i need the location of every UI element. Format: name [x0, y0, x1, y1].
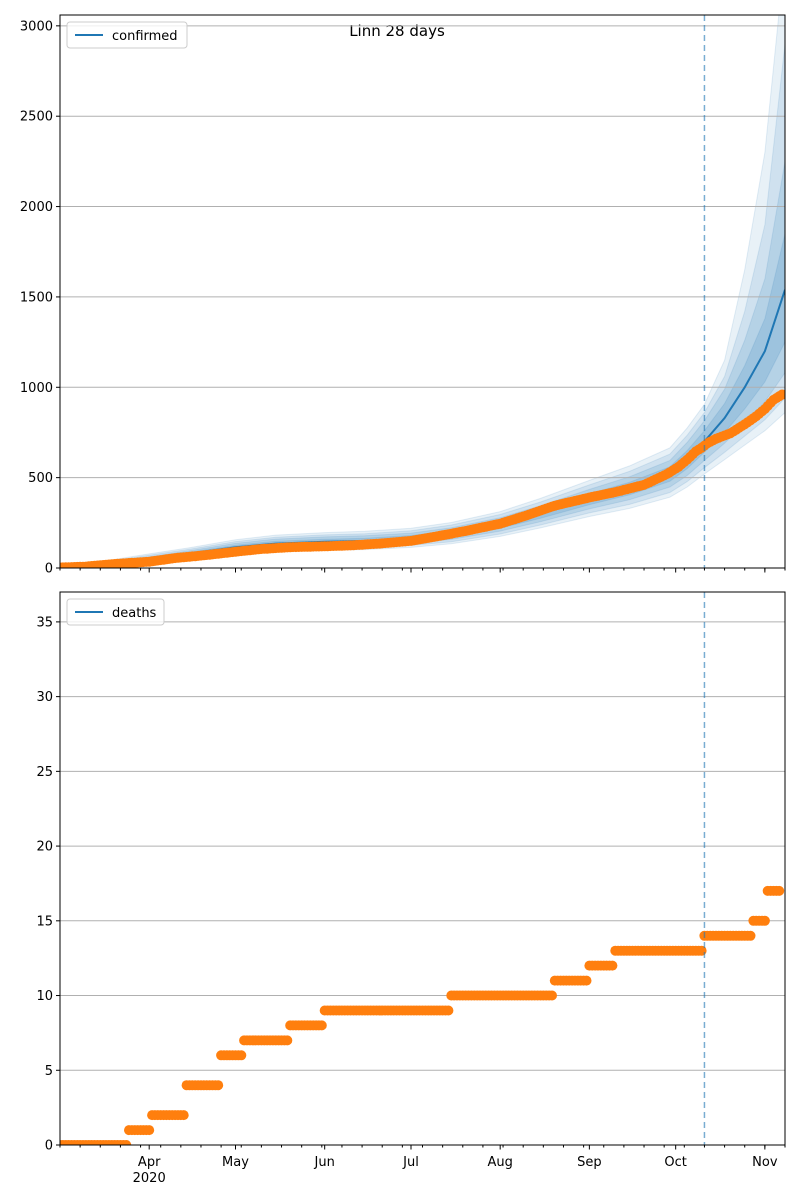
observed-point [282, 1035, 293, 1046]
y-tick-label: 2500 [20, 110, 53, 125]
legend-label-confirmed: confirmed [112, 29, 178, 44]
x-tick-label-may: May [222, 1155, 249, 1170]
y-tick-label: 1000 [20, 381, 53, 396]
y-tick-label: 35 [36, 615, 53, 630]
observed-point [213, 1080, 224, 1091]
y-tick-label: 25 [36, 765, 53, 780]
observed-point [316, 1020, 327, 1031]
y-tick-label: 0 [45, 562, 53, 577]
model-median-line [60, 289, 785, 568]
y-tick-label: 20 [36, 840, 53, 855]
y-tick-label: 5 [45, 1064, 53, 1079]
x-tick-label-apr: Apr [138, 1155, 161, 1170]
y-tick-label: 0 [45, 1139, 53, 1154]
axes-frame [59, 591, 786, 1146]
x-tick-label-jul: Jul [402, 1155, 419, 1170]
legend-box [66, 598, 165, 626]
x-tick-label-jun: Jun [314, 1155, 335, 1170]
x-tick-label-sep: Sep [577, 1155, 602, 1170]
observed-point [581, 975, 592, 986]
y-tick-label: 1500 [20, 290, 53, 305]
observed-point [443, 1005, 454, 1016]
observed-point [607, 960, 618, 971]
y-tick-label: 10 [36, 989, 53, 1004]
x-tick-label-oct: Oct [664, 1155, 686, 1170]
x-tick-label-year: 2020 [133, 1171, 166, 1186]
observed-point [745, 930, 756, 941]
y-tick-label: 30 [36, 690, 53, 705]
uncertainty-band-50 [60, 233, 785, 568]
confirmed-legend: confirmed [66, 21, 188, 49]
y-tick-label: 3000 [20, 19, 53, 34]
x-tick-label-aug: Aug [487, 1155, 512, 1170]
observed-point [777, 389, 785, 400]
legend-box [66, 21, 188, 49]
observed-point [178, 1110, 189, 1121]
confirmed-panel: 0 500 1000 1500 2000 2500 3000 confirmed [20, 14, 786, 577]
x-tick-label-nov: Nov [752, 1155, 778, 1170]
y-tick-label: 2000 [20, 200, 53, 215]
chart-title: Linn 28 days [349, 22, 445, 40]
observed-point [759, 915, 770, 926]
deaths-legend: deaths [66, 598, 165, 626]
legend-label-deaths: deaths [112, 606, 157, 621]
uncertainty-band-80 [60, 161, 785, 568]
uncertainty-band-95 [60, 43, 785, 568]
observed-point [144, 1125, 155, 1136]
deaths-panel: 0 5 10 15 20 25 30 35 deaths [36, 591, 786, 1154]
y-tick-label: 15 [36, 914, 53, 929]
observed-point [121, 1140, 132, 1145]
y-tick-label: 500 [28, 471, 53, 486]
observed-point [547, 990, 557, 1001]
observed-point [774, 885, 785, 896]
observed-point [236, 1050, 247, 1061]
